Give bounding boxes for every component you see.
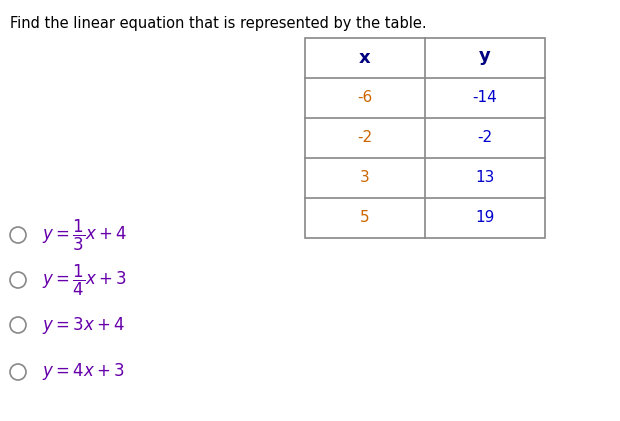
Text: $\mathbf{x}$: $\mathbf{x}$ xyxy=(358,49,371,67)
Text: $y = \dfrac{1}{3}x + 4$: $y = \dfrac{1}{3}x + 4$ xyxy=(42,217,127,253)
Text: $\mathbf{y}$: $\mathbf{y}$ xyxy=(478,49,492,67)
Text: Find the linear equation that is represented by the table.: Find the linear equation that is represe… xyxy=(10,16,427,31)
Text: 13: 13 xyxy=(476,171,495,186)
Bar xyxy=(305,38,545,238)
Text: 19: 19 xyxy=(476,210,495,226)
Text: $y = 3x + 4$: $y = 3x + 4$ xyxy=(42,314,125,336)
Text: -2: -2 xyxy=(358,131,373,146)
Text: 3: 3 xyxy=(360,171,370,186)
Text: $y = \dfrac{1}{4}x + 3$: $y = \dfrac{1}{4}x + 3$ xyxy=(42,262,127,298)
Text: $y = 4x + 3$: $y = 4x + 3$ xyxy=(42,362,125,383)
Text: -2: -2 xyxy=(477,131,492,146)
Text: -14: -14 xyxy=(472,91,497,106)
Text: 5: 5 xyxy=(360,210,370,226)
Text: -6: -6 xyxy=(357,91,373,106)
